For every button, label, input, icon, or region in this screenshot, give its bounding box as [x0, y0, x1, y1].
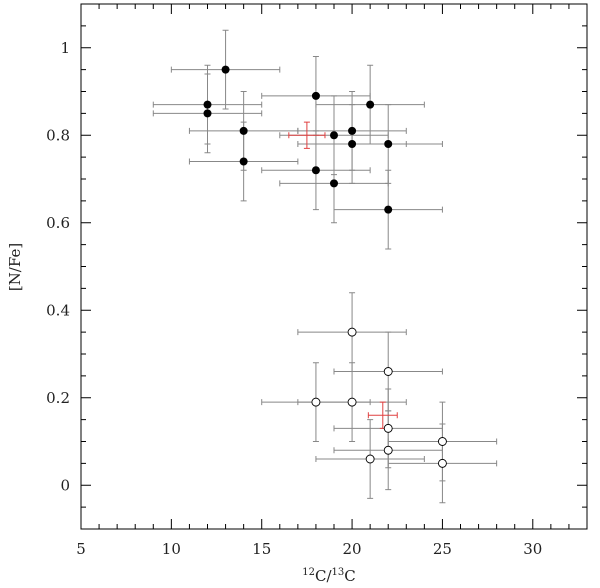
data-point-open [311, 397, 321, 407]
axis-ticks [80, 3, 588, 530]
data-point-open [437, 458, 447, 468]
data-markers [203, 65, 447, 468]
x-axis-label-sup-13: 13 [332, 567, 345, 578]
error-bars [152, 29, 498, 504]
data-point-filled [366, 100, 375, 109]
data-point-open [365, 454, 375, 464]
x-tick-label: 15 [252, 540, 271, 558]
data-point-open [437, 437, 447, 446]
x-axis-label-c2: C [344, 567, 355, 585]
data-point-filled [311, 91, 320, 100]
data-point-open [347, 397, 357, 407]
data-point-filled [330, 179, 338, 188]
x-axis-label: 12C/13C [302, 567, 355, 585]
data-point-filled [221, 65, 230, 74]
y-tick-label: 0.2 [46, 389, 70, 407]
data-point-filled [348, 140, 357, 148]
y-axis-label: [N/Fe] [6, 243, 24, 291]
y-tick-label: 0.4 [46, 301, 70, 319]
x-tick-label: 5 [76, 540, 86, 558]
data-point-filled [203, 109, 212, 118]
mean-error-bar [288, 121, 326, 149]
x-axis-label-sup-12: 12 [302, 567, 315, 578]
x-tick-label: 20 [343, 540, 362, 558]
y-tick-label: 1 [60, 39, 70, 57]
data-point-open [347, 327, 357, 337]
y-tick-label: 0.8 [46, 126, 70, 144]
y-tick-label: 0 [60, 476, 70, 494]
data-point-open [383, 423, 393, 433]
mean-error-bar [367, 401, 398, 429]
data-point-open [383, 445, 393, 455]
data-point-filled [384, 205, 393, 214]
plot-frame [80, 3, 588, 530]
data-point-open [383, 367, 393, 376]
data-point-filled [330, 131, 338, 140]
x-tick-label: 25 [433, 540, 452, 558]
data-point-filled [239, 157, 248, 166]
data-point-filled [203, 100, 212, 109]
x-axis-label-c1: C/ [315, 567, 332, 585]
x-tick-label: 30 [523, 540, 542, 558]
x-tick-label: 10 [162, 540, 181, 558]
data-point-filled [384, 140, 393, 148]
tick-labels: 5 10 15 20 25 30 0 0.2 0.4 0.6 0.8 1 [46, 39, 542, 558]
y-tick-label: 0.6 [46, 214, 70, 232]
data-point-filled [239, 126, 248, 135]
data-point-filled [311, 166, 320, 175]
data-point-filled [348, 126, 357, 135]
